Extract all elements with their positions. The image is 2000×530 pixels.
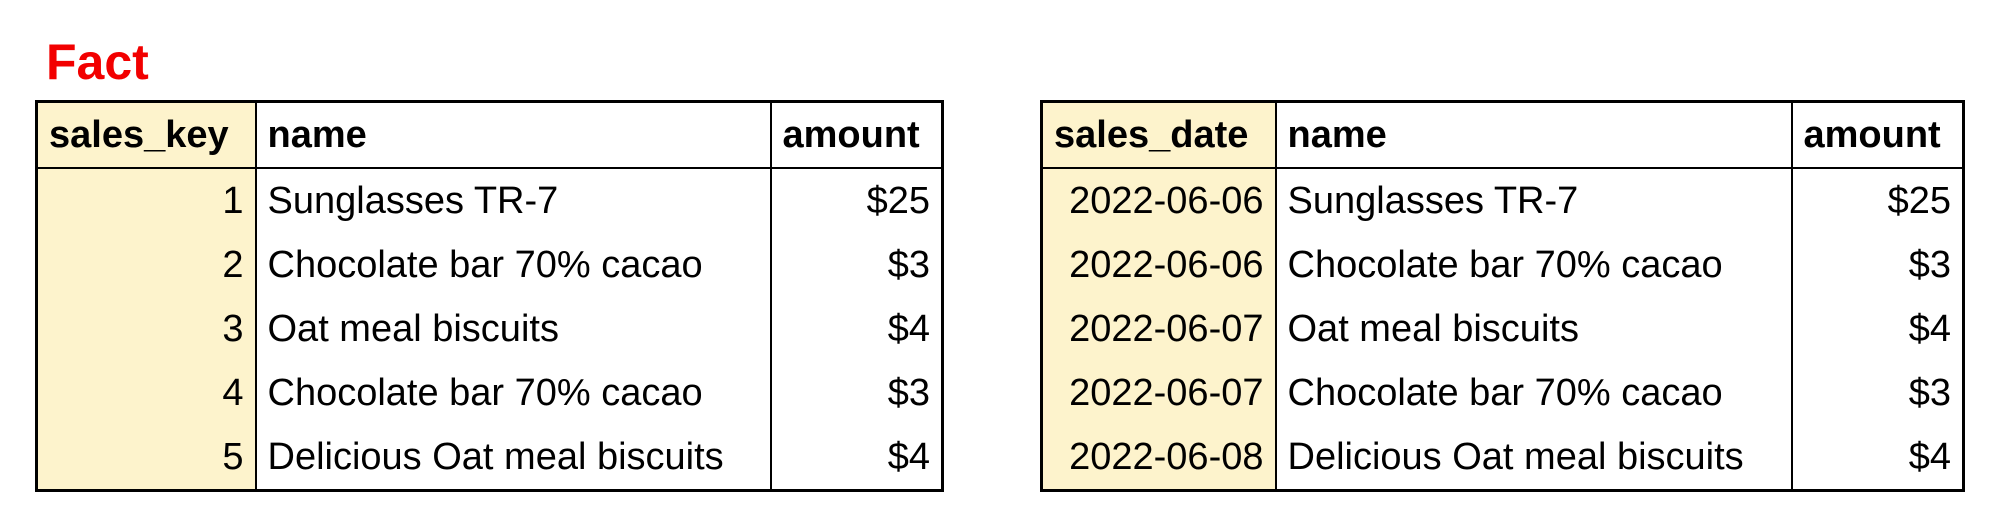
amount-cell: $3 [1908,372,1951,414]
column-header-sales-date: sales_date [1041,101,1277,169]
name-cell: Sunglasses TR-7 [1275,168,1793,233]
column-header-amount: amount [1791,101,1964,169]
column-header-name: name [1275,101,1793,169]
table-row: 2022-06-08 Delicious Oat meal biscuits $… [1041,425,1964,491]
sales-date-cell: 2022-06-08 [1041,425,1277,491]
amount-cell: $25 [1887,180,1951,222]
name-cell: Chocolate bar 70% cacao [1275,233,1793,297]
sales-date-table: sales_date name amount 2022-06-06 Sungla… [1040,100,1965,492]
name-cell: Delicious Oat meal biscuits [1275,425,1793,491]
column-header-name: name [255,101,772,169]
name-cell: Oat meal biscuits [1275,297,1793,361]
table-row: 2022-06-07 Oat meal biscuits $4 [1041,297,1964,361]
sales-date-cell: 2022-06-06 [1041,168,1277,233]
amount-cell: $4 [887,308,930,350]
name-cell: Oat meal biscuits [255,297,772,361]
sales-key-cell: 1 [36,168,257,233]
page-title: Fact [46,34,149,90]
sales-key-cell: 3 [36,297,257,361]
sales-key-cell: 4 [36,361,257,425]
table-header-row: sales_key name amount [36,101,943,169]
table-header-row: sales_date name amount [1041,101,1964,169]
amount-cell: $3 [887,372,930,414]
name-cell: Sunglasses TR-7 [255,168,772,233]
sales-date-cell: 2022-06-07 [1041,361,1277,425]
column-header-amount: amount [770,101,943,169]
amount-cell: $25 [866,180,930,222]
sales-key-cell: 5 [36,425,257,491]
table-row: 2022-06-06 Sunglasses TR-7 $25 [1041,168,1964,233]
sales-date-cell: 2022-06-06 [1041,233,1277,297]
table-row: 5 Delicious Oat meal biscuits $4 [36,425,943,491]
name-cell: Chocolate bar 70% cacao [255,233,772,297]
table-row: 4 Chocolate bar 70% cacao $3 [36,361,943,425]
amount-cell: $3 [887,244,930,286]
sales-key-cell: 2 [36,233,257,297]
name-cell: Delicious Oat meal biscuits [255,425,772,491]
amount-cell: $4 [887,436,930,478]
table-row: 1 Sunglasses TR-7 $25 [36,168,943,233]
amount-cell: $4 [1908,436,1951,478]
column-header-sales-key: sales_key [36,101,257,169]
table-row: 2 Chocolate bar 70% cacao $3 [36,233,943,297]
table-row: 3 Oat meal biscuits $4 [36,297,943,361]
sales-key-table: sales_key name amount 1 Sunglasses TR-7 … [35,100,944,492]
sales-date-cell: 2022-06-07 [1041,297,1277,361]
name-cell: Chocolate bar 70% cacao [1275,361,1793,425]
table-row: 2022-06-07 Chocolate bar 70% cacao $3 [1041,361,1964,425]
amount-cell: $4 [1908,308,1951,350]
name-cell: Chocolate bar 70% cacao [255,361,772,425]
amount-cell: $3 [1908,244,1951,286]
table-row: 2022-06-06 Chocolate bar 70% cacao $3 [1041,233,1964,297]
